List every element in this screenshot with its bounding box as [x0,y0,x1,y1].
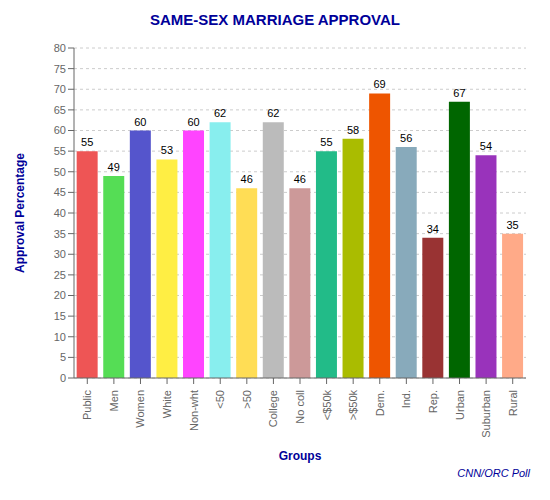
svg-text:69: 69 [374,78,386,90]
svg-text:65: 65 [54,104,66,116]
svg-text:58: 58 [347,124,359,136]
svg-text:>$50k: >$50k [347,390,359,421]
svg-text:67: 67 [453,87,465,99]
svg-text:Urban: Urban [454,390,466,420]
svg-text:60: 60 [54,124,66,136]
svg-text:Rep.: Rep. [427,390,439,413]
svg-text:35: 35 [506,219,518,231]
svg-text:<$50k: <$50k [321,390,333,421]
svg-text:10: 10 [54,331,66,343]
svg-text:35: 35 [54,228,66,240]
svg-text:Suburban: Suburban [480,390,492,438]
svg-text:30: 30 [54,248,66,260]
svg-text:60: 60 [134,116,146,128]
svg-text:60: 60 [187,116,199,128]
svg-text:40: 40 [54,207,66,219]
svg-text:56: 56 [400,132,412,144]
svg-text:34: 34 [427,223,439,235]
svg-text:80: 80 [54,42,66,54]
svg-text:No coll: No coll [294,390,306,424]
html-text:CNN/ORC Poll: CNN/ORC Poll [457,467,530,479]
svg-text:62: 62 [214,107,226,119]
svg-text:53: 53 [161,144,173,156]
svg-text:Ind.: Ind. [400,390,412,408]
svg-text:Men: Men [108,390,120,411]
svg-text:White: White [161,390,173,418]
svg-text:75: 75 [54,63,66,75]
svg-text:Public: Public [81,390,93,420]
svg-text:Groups: Groups [279,449,322,463]
svg-text:46: 46 [241,173,253,185]
svg-text:Non-wht: Non-wht [188,390,200,431]
svg-text:Dem.: Dem. [374,390,386,416]
svg-text:Women: Women [134,390,146,428]
svg-text:0: 0 [60,372,66,384]
svg-text:20: 20 [54,289,66,301]
svg-text:25: 25 [54,269,66,281]
svg-text:>50: >50 [241,390,253,409]
svg-text:62: 62 [267,107,279,119]
svg-text:<50: <50 [214,390,226,409]
svg-text:55: 55 [320,136,332,148]
svg-text:45: 45 [54,186,66,198]
svg-text:70: 70 [54,83,66,95]
svg-text:5: 5 [60,351,66,363]
svg-text:15: 15 [54,310,66,322]
html-text:SAME-SEX MARRIAGE APPROVAL: SAME-SEX MARRIAGE APPROVAL [150,11,400,28]
svg-text:54: 54 [480,140,492,152]
svg-text:55: 55 [81,136,93,148]
svg-text:College: College [267,390,279,427]
svg-text:46: 46 [294,173,306,185]
svg-text:55: 55 [54,145,66,157]
svg-text:50: 50 [54,166,66,178]
svg-text:Rural: Rural [507,390,519,416]
svg-text:Approval Percentage: Approval Percentage [13,153,27,273]
svg-text:49: 49 [108,161,120,173]
